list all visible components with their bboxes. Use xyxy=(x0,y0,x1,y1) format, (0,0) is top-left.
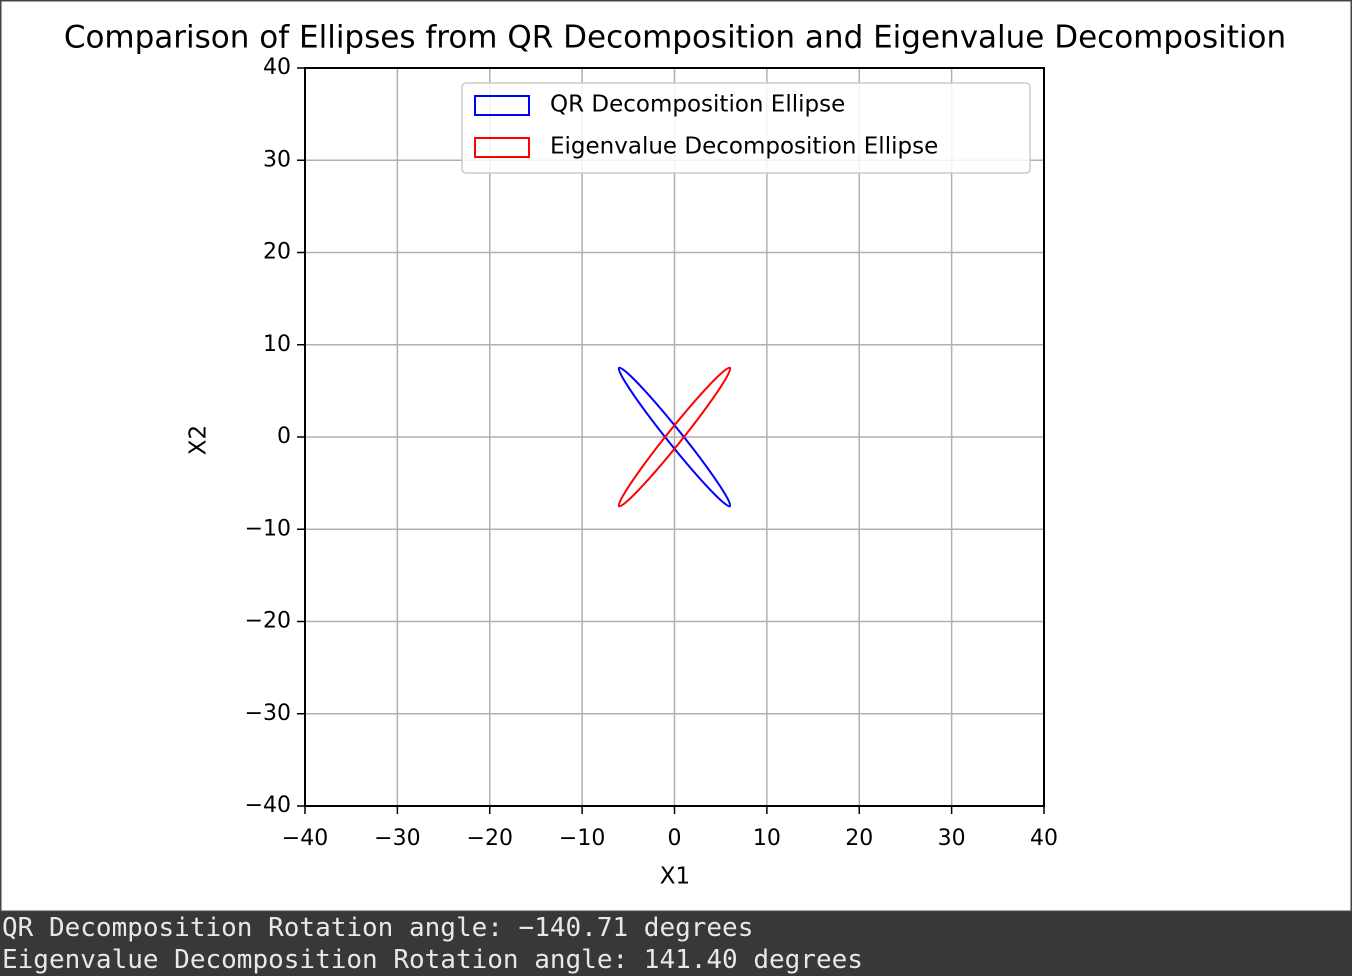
chart-title: Comparison of Ellipses from QR Decomposi… xyxy=(64,20,1286,56)
legend-box xyxy=(461,82,1031,174)
y-tick-label: 20 xyxy=(263,240,291,265)
y-tick-label: 40 xyxy=(263,55,291,80)
output-line: Eigenvalue Decomposition Rotation angle:… xyxy=(2,945,863,975)
ellipse xyxy=(617,366,732,508)
y-tick-label: −20 xyxy=(245,609,291,634)
y-axis-label: X2 xyxy=(186,425,212,455)
legend-label: Eigenvalue Decomposition Ellipse xyxy=(550,134,938,160)
x-tick-label: −10 xyxy=(559,826,605,851)
x-tick-label: −20 xyxy=(467,826,513,851)
x-tick-label: −40 xyxy=(282,826,328,851)
x-tick-label: 30 xyxy=(938,826,966,851)
y-tick-label: −30 xyxy=(245,701,291,726)
ellipse xyxy=(617,366,732,508)
output-line: QR Decomposition Rotation angle: −140.71… xyxy=(2,913,754,943)
x-axis-label: X1 xyxy=(660,864,690,890)
legend-swatch xyxy=(474,95,530,116)
y-tick-label: 10 xyxy=(263,332,291,357)
x-tick-label: 20 xyxy=(845,826,873,851)
chart: Comparison of Ellipses from QR Decomposi… xyxy=(0,0,1352,912)
legend-swatch xyxy=(474,137,530,158)
plot-frame xyxy=(304,67,1045,807)
y-tick-label: 0 xyxy=(277,424,291,449)
console-output: QR Decomposition Rotation angle: −140.71… xyxy=(0,912,1352,976)
x-tick-label: −30 xyxy=(374,826,420,851)
y-tick-label: 30 xyxy=(263,147,291,172)
y-tick-label: −10 xyxy=(245,516,291,541)
y-tick-label: −40 xyxy=(245,793,291,818)
x-tick-label: 10 xyxy=(753,826,781,851)
x-tick-label: 40 xyxy=(1030,826,1058,851)
x-tick-label: 0 xyxy=(668,826,682,851)
legend: QR Decomposition Ellipse Eigenvalue Decom… xyxy=(461,82,1031,174)
legend-label: QR Decomposition Ellipse xyxy=(550,92,845,118)
